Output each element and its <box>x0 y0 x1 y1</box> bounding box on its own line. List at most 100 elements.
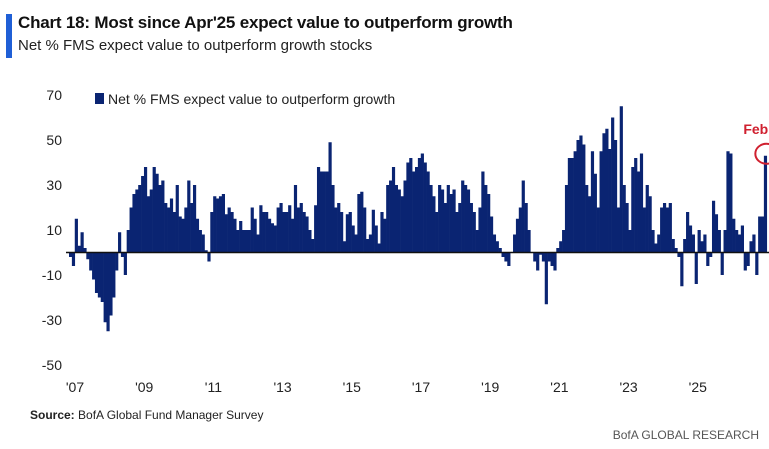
bar <box>273 225 277 253</box>
brand-label: BofA GLOBAL RESEARCH <box>612 428 759 442</box>
bar <box>83 248 87 253</box>
bar <box>155 173 159 253</box>
bar <box>674 248 678 253</box>
legend-swatch <box>95 93 104 104</box>
bar <box>547 252 551 262</box>
bar <box>244 230 249 253</box>
bar <box>680 252 684 287</box>
bar <box>403 180 407 253</box>
bar <box>143 167 148 253</box>
bar <box>291 218 295 253</box>
bar <box>282 212 286 253</box>
bar <box>316 167 321 253</box>
bar <box>120 252 125 257</box>
bar <box>100 252 104 302</box>
bar <box>585 185 589 253</box>
bar <box>368 234 373 253</box>
bar <box>242 230 246 253</box>
bar <box>389 180 393 253</box>
bar <box>752 234 756 253</box>
bar <box>415 167 419 253</box>
y-tick-label: -10 <box>42 267 62 283</box>
bar <box>115 252 119 271</box>
bar <box>435 212 439 253</box>
x-tick-label: '11 <box>205 379 222 395</box>
bar <box>227 207 231 253</box>
bar <box>654 243 658 253</box>
bar <box>420 153 424 253</box>
bar <box>365 239 370 253</box>
bar <box>351 225 355 253</box>
bar <box>576 140 580 253</box>
bar <box>400 196 404 253</box>
bar <box>740 225 744 253</box>
bar <box>308 230 312 253</box>
x-tick-label: '23 <box>619 379 637 395</box>
bar <box>637 171 641 253</box>
chart-title: Chart 18: Most since Apr'25 expect value… <box>18 13 513 32</box>
bar <box>123 252 127 275</box>
bar <box>746 252 750 266</box>
bar <box>409 158 413 253</box>
bar <box>299 203 303 253</box>
bar <box>383 218 387 253</box>
bar <box>651 230 655 253</box>
bar <box>118 232 122 253</box>
bar <box>224 214 228 253</box>
bar <box>556 248 560 253</box>
bar <box>256 234 260 253</box>
bar <box>201 234 205 253</box>
bar <box>709 252 713 257</box>
bar <box>345 214 349 253</box>
bar <box>495 241 499 253</box>
bar <box>71 252 76 266</box>
bar <box>513 234 517 253</box>
title-accent-bar <box>6 14 12 58</box>
bar <box>360 191 364 253</box>
bar <box>175 185 179 253</box>
bar <box>218 196 223 253</box>
bar <box>443 203 448 253</box>
bar <box>631 167 635 253</box>
bar <box>717 230 721 253</box>
bar <box>700 241 704 253</box>
bar <box>288 205 292 253</box>
bar <box>198 230 202 253</box>
bar <box>406 162 410 253</box>
bar <box>455 212 459 253</box>
bar <box>478 207 482 253</box>
bar <box>458 203 462 253</box>
bar <box>397 189 401 253</box>
bar <box>132 194 136 253</box>
bar <box>484 185 488 253</box>
bar <box>386 185 390 253</box>
y-tick-label: -50 <box>42 357 62 373</box>
bar <box>758 216 762 253</box>
bar <box>567 158 571 253</box>
bar <box>602 133 606 253</box>
bar <box>106 252 110 332</box>
bar <box>660 207 664 253</box>
bar <box>293 185 298 253</box>
bar <box>380 212 384 253</box>
bar <box>521 180 525 253</box>
bar <box>141 176 145 253</box>
bar <box>703 234 707 253</box>
bar <box>472 212 476 253</box>
bar <box>553 252 557 271</box>
bar <box>262 212 266 253</box>
bar <box>524 203 528 253</box>
bar <box>475 230 479 253</box>
bar <box>357 194 361 253</box>
bar <box>158 185 162 253</box>
annotation-label: Feb'26 <box>743 121 769 137</box>
bar <box>726 151 730 253</box>
bar <box>464 185 468 253</box>
bar <box>590 151 595 253</box>
bar <box>735 230 739 253</box>
bar <box>559 241 563 253</box>
bar <box>452 189 456 253</box>
bar <box>342 241 347 253</box>
